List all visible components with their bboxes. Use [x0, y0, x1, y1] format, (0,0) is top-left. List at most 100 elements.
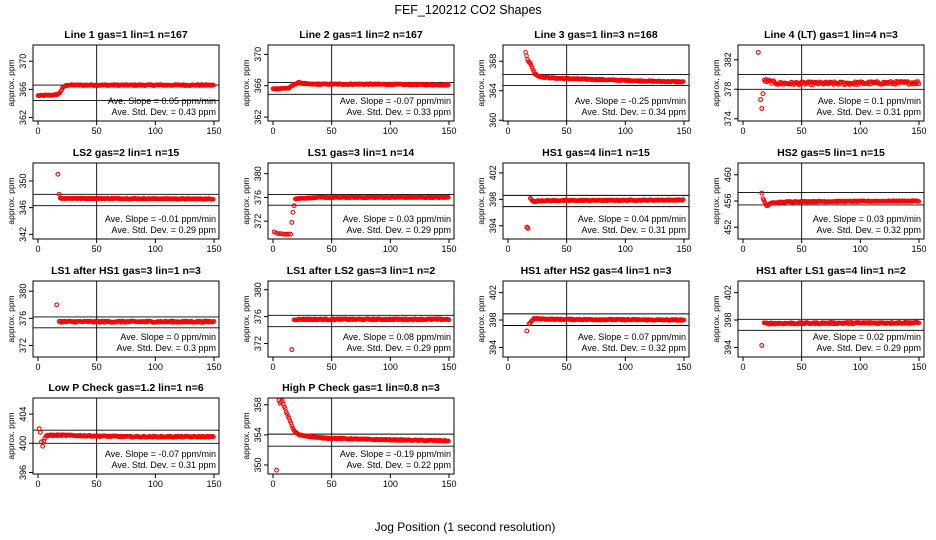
data-points — [523, 49, 686, 85]
x-tick-label: 0 — [740, 362, 745, 372]
data-point-outlier — [274, 230, 279, 236]
y-tick-label: 452 — [723, 220, 733, 235]
panel-title: LS1 after LS2 gas=3 lin=1 n=2 — [287, 265, 436, 277]
data-point — [178, 319, 184, 325]
std-annotation: Ave. Std. Dev. = 0.43 ppm — [112, 107, 216, 117]
y-tick-label: 398 — [488, 313, 498, 328]
data-point — [529, 65, 535, 70]
panel-2: Line 2 gas=1 lin=2 n=167 0 50 100 150 362 366 3… — [241, 29, 457, 136]
std-annotation: Ave. Std. Dev. = 0.32 ppm — [582, 343, 686, 353]
data-point — [211, 319, 217, 324]
data-point — [678, 318, 684, 323]
data-point — [681, 317, 687, 323]
x-tick-label: 0 — [35, 479, 40, 489]
y-tick-label: 376 — [18, 311, 28, 326]
x-tick-label: 150 — [676, 126, 691, 136]
panel-1: Line 1 gas=1 lin=1 n=167 0 50 100 150 362 366 3… — [6, 29, 222, 136]
data-points — [289, 316, 452, 353]
data-point-outlier — [278, 399, 284, 405]
std-annotation: Ave. Std. Dev. = 0.33 ppm — [347, 107, 451, 117]
plot-frame — [502, 280, 690, 358]
data-point — [289, 423, 295, 429]
x-tick-label: 150 — [206, 244, 221, 254]
slope-annotation: Ave. Slope = 0.02 ppm/min — [813, 332, 921, 342]
data-point — [211, 82, 216, 88]
panel-title: LS2 gas=2 lin=1 n=15 — [73, 147, 180, 159]
slope-annotation: Ave. Slope = -0.07 ppm/min — [105, 449, 216, 459]
data-point-outlier — [291, 203, 297, 209]
slope-annotation: Ave. Slope = -0.07 ppm/min — [340, 96, 451, 106]
x-tick-label: 100 — [618, 244, 633, 254]
panel-title: LS1 after HS1 gas=3 lin=1 n=3 — [51, 265, 201, 277]
y-tick-label: 396 — [18, 465, 28, 480]
slope-annotation: Ave. Slope = 0.04 ppm/min — [578, 214, 686, 224]
x-tick-label: 50 — [797, 362, 807, 372]
panel-9: LS1 after HS1 gas=3 lin=1 n=3 0 50 100 150 37… — [6, 265, 222, 372]
data-point-outlier — [285, 231, 291, 237]
data-point — [681, 79, 686, 84]
y-tick-label: 402 — [488, 165, 498, 180]
x-tick-label: 0 — [270, 244, 275, 254]
slope-annotation: Ave. Slope = 0.03 ppm/min — [813, 214, 921, 224]
y-tick-label: 370 — [18, 54, 28, 69]
data-points — [35, 82, 216, 99]
x-tick-label: 150 — [206, 362, 221, 372]
y-tick-label: 342 — [18, 227, 28, 242]
data-point-outlier — [276, 231, 282, 237]
y-tick-label: 460 — [723, 167, 733, 182]
x-tick-label: 0 — [740, 126, 745, 136]
y-tick-label: 364 — [488, 83, 498, 98]
x-tick-label: 150 — [911, 126, 926, 136]
std-annotation: Ave. Std. Dev. = 0.29 ppm — [817, 343, 921, 353]
x-tick-label: 100 — [148, 479, 163, 489]
x-tick-label: 0 — [505, 244, 510, 254]
data-point-outlier — [39, 439, 44, 445]
data-point — [446, 317, 452, 323]
x-tick-label: 50 — [327, 479, 337, 489]
y-tick-label: 378 — [723, 82, 733, 97]
data-point — [681, 197, 686, 202]
x-tick-label: 0 — [35, 244, 40, 254]
plot-frame — [32, 162, 220, 240]
panel-title: High P Check gas=1 lin=0.8 n=3 — [282, 382, 440, 394]
y-tick-label: 358 — [253, 397, 263, 412]
y-tick-label: 382 — [723, 52, 733, 67]
panel-title: HS1 after LS1 gas=4 lin=1 n=2 — [756, 265, 906, 277]
data-point-outlier — [525, 225, 531, 231]
x-tick-label: 150 — [441, 126, 456, 136]
std-annotation: Ave. Std. Dev. = 0.29 ppm — [347, 343, 451, 353]
y-tick-label: 402 — [723, 285, 733, 300]
x-tick-label: 100 — [383, 126, 398, 136]
panels: Line 1 gas=1 lin=1 n=167 0 50 100 150 362 366 3… — [6, 29, 927, 489]
panel-8: HS2 gas=5 lin=1 n=15 0 50 100 150 452 456 460ap… — [711, 147, 927, 254]
x-tick-label: 100 — [148, 244, 163, 254]
data-point-outlier — [289, 347, 295, 353]
y-axis-label: approx. ppm — [476, 177, 486, 224]
x-tick-label: 50 — [327, 362, 337, 372]
std-annotation: Ave. Std. Dev. = 0.31 ppm — [817, 107, 921, 117]
std-annotation: Ave. Std. Dev. = 0.29 ppm — [112, 225, 216, 235]
x-tick-label: 100 — [618, 126, 633, 136]
plot-frame — [502, 162, 690, 240]
data-points — [270, 79, 451, 92]
slope-annotation: Ave. Slope = 0.08 ppm/min — [343, 332, 451, 342]
data-point — [446, 438, 451, 444]
slope-annotation: Ave. Slope = 0.05 ppm/min — [108, 96, 216, 106]
x-tick-label: 0 — [35, 362, 40, 372]
y-tick-label: 398 — [488, 192, 498, 207]
data-point — [211, 197, 216, 202]
data-point-outlier — [290, 209, 296, 215]
data-point — [284, 411, 290, 416]
data-points — [55, 171, 216, 202]
slope-annotation: Ave. Slope = 0.1 ppm/min — [818, 96, 921, 106]
slope-annotation: Ave. Slope = 0 ppm/min — [120, 332, 216, 342]
data-point — [916, 320, 922, 326]
x-tick-label: 0 — [505, 362, 510, 372]
y-tick-label: 362 — [253, 110, 263, 125]
data-point-outlier — [759, 106, 765, 111]
y-tick-label: 380 — [18, 284, 28, 299]
y-tick-label: 394 — [488, 218, 498, 233]
x-tick-label: 150 — [206, 479, 221, 489]
data-points — [524, 196, 686, 231]
data-point-outlier — [54, 302, 60, 308]
